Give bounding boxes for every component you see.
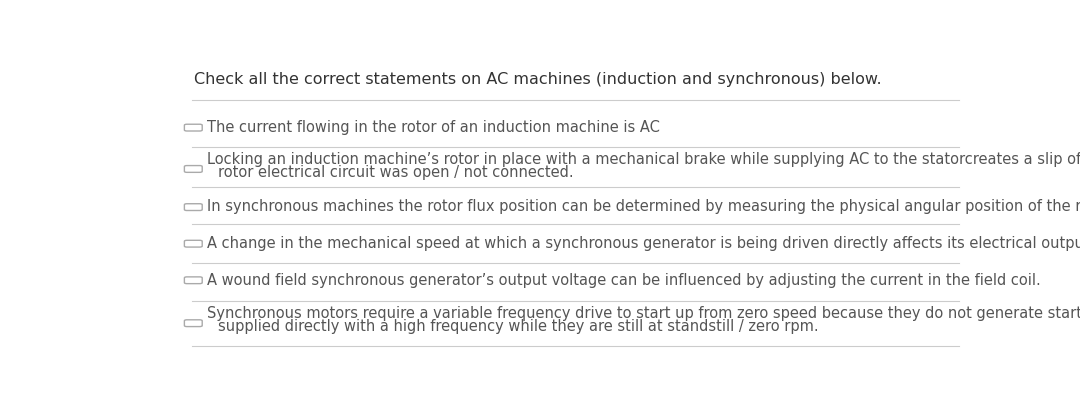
FancyBboxPatch shape bbox=[185, 320, 202, 327]
FancyBboxPatch shape bbox=[185, 240, 202, 247]
Text: Check all the correct statements on AC machines (induction and synchronous) belo: Check all the correct statements on AC m… bbox=[193, 72, 881, 87]
FancyBboxPatch shape bbox=[185, 277, 202, 284]
Text: rotor electrical circuit was open / not connected.: rotor electrical circuit was open / not … bbox=[218, 165, 573, 180]
Text: A change in the mechanical speed at which a synchronous generator is being drive: A change in the mechanical speed at whic… bbox=[207, 236, 1080, 251]
FancyBboxPatch shape bbox=[185, 166, 202, 172]
Text: Locking an induction machine’s rotor in place with a mechanical brake while supp: Locking an induction machine’s rotor in … bbox=[207, 152, 1080, 167]
FancyBboxPatch shape bbox=[185, 124, 202, 131]
FancyBboxPatch shape bbox=[185, 204, 202, 211]
Text: In synchronous machines the rotor flux position can be determined by measuring t: In synchronous machines the rotor flux p… bbox=[207, 199, 1080, 214]
Text: The current flowing in the rotor of an induction machine is AC: The current flowing in the rotor of an i… bbox=[207, 120, 660, 135]
Text: A wound field synchronous generator’s output voltage can be influenced by adjust: A wound field synchronous generator’s ou… bbox=[207, 273, 1041, 287]
Text: Synchronous motors require a variable frequency drive to start up from zero spee: Synchronous motors require a variable fr… bbox=[207, 306, 1080, 321]
Text: supplied directly with a high frequency while they are still at standstill / zer: supplied directly with a high frequency … bbox=[218, 319, 819, 335]
